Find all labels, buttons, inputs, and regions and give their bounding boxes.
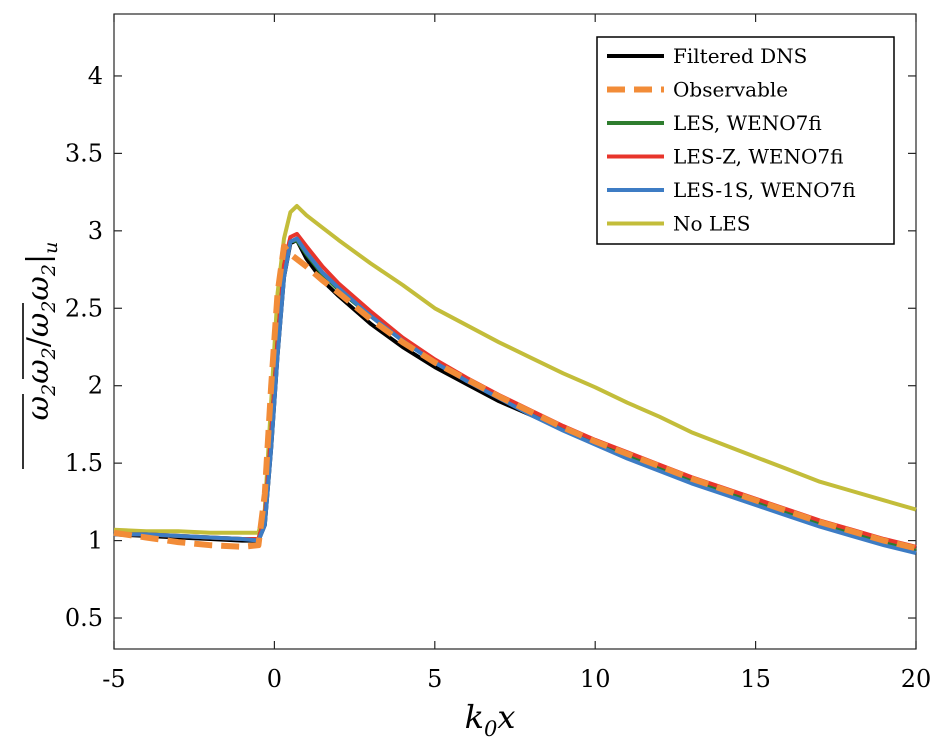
legend-label: Filtered DNS	[673, 44, 807, 68]
tick-labels: -5 0 5 10 15 20 0.5 1 1.5 2 2.5 3 3.5 4	[65, 62, 931, 693]
y-tick-label: 4	[88, 62, 103, 90]
series-line-observable	[113, 243, 917, 552]
y-tick-label: 3	[88, 217, 103, 245]
x-tick-label: 10	[580, 665, 611, 693]
x-tick-label: 15	[740, 665, 771, 693]
legend: Filtered DNS Observable LES, WENO7fi LES-Z,…	[596, 36, 895, 245]
x-tick-label: 5	[427, 665, 442, 693]
legend-label: LES-Z, WENO7fi	[673, 145, 843, 169]
axis-ticks	[113, 14, 917, 649]
x-tick-label: -5	[102, 665, 125, 693]
legend-label: LES-1S, WENO7fi	[673, 178, 856, 202]
legend-label: No LES	[673, 212, 750, 236]
y-tick-label: 1.5	[65, 449, 103, 477]
legend-box	[596, 36, 895, 245]
series-lines	[113, 204, 917, 555]
y-tick-label: 0.5	[65, 604, 103, 632]
x-axis-title: k0x	[465, 698, 516, 740]
legend-label: Observable	[673, 78, 788, 102]
y-tick-label: 2.5	[65, 294, 103, 322]
x-tick-label: 0	[267, 665, 282, 693]
y-tick-label: 3.5	[65, 139, 103, 167]
x-tick-label: 20	[901, 665, 932, 693]
y-axis-title: ω2ω2/ω2ω2|u	[21, 242, 62, 469]
legend-label: LES, WENO7fi	[673, 111, 822, 135]
svg-text:ω2ω2/ω2ω2|u: ω2ω2/ω2ω2|u	[21, 242, 62, 421]
y-tick-label: 2	[88, 372, 103, 400]
y-tick-label: 1	[88, 527, 103, 555]
